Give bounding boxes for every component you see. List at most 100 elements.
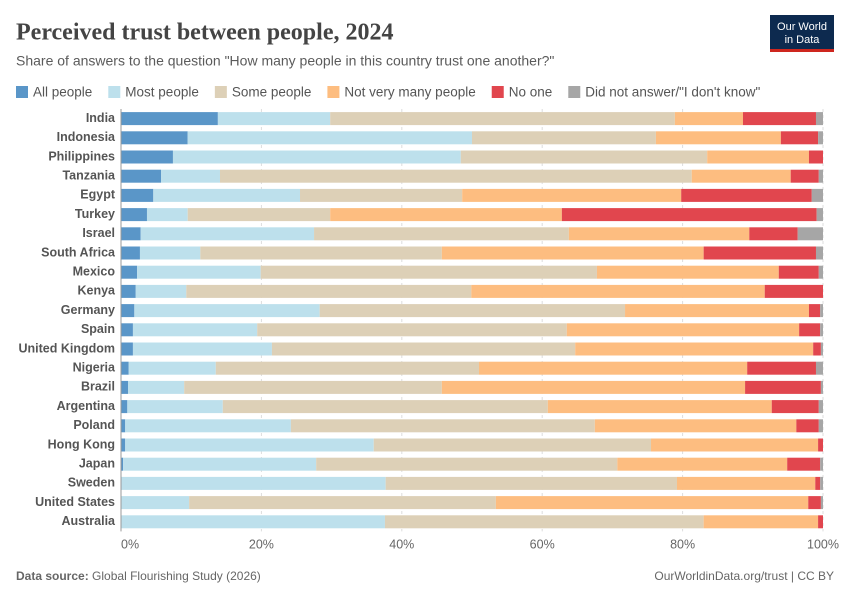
- bar-segment: [314, 227, 569, 241]
- bar-segment: [815, 476, 821, 490]
- y-tick-label: Egypt: [80, 188, 116, 202]
- bar-segment: [471, 284, 765, 298]
- legend-label: Some people: [232, 85, 312, 100]
- bar-segment: [128, 380, 185, 394]
- bar-segment: [222, 400, 548, 414]
- bar-segment: [820, 342, 823, 356]
- bar-segment: [787, 457, 821, 471]
- chart-title: Perceived trust between people, 2024: [16, 20, 393, 46]
- bar-segment: [749, 227, 798, 241]
- source-label: Data source:: [16, 569, 89, 583]
- y-tick-label: Philippines: [48, 149, 115, 163]
- bar-segment: [472, 131, 656, 145]
- bar-segment: [217, 112, 331, 126]
- bar-segment: [184, 380, 442, 394]
- bar-segment: [186, 284, 472, 298]
- bar-segment: [625, 304, 809, 318]
- bar-segment: [808, 496, 821, 510]
- bar-segment: [818, 438, 823, 452]
- bar-segment: [790, 169, 819, 183]
- bar-segment: [813, 342, 821, 356]
- bar-segment: [128, 361, 216, 375]
- bar-segment: [200, 246, 442, 260]
- y-tick-label: Japan: [79, 456, 115, 470]
- logo[interactable]: Our World in Data: [770, 15, 834, 52]
- bar-segment: [676, 476, 816, 490]
- bar-segment: [460, 150, 708, 164]
- bar-segment: [691, 169, 791, 183]
- bar-segment: [121, 361, 129, 375]
- bar-segment: [189, 496, 496, 510]
- x-tick-label: 20%: [249, 538, 274, 552]
- bar-segment: [121, 265, 138, 279]
- bar-segment: [441, 246, 704, 260]
- legend-label: All people: [33, 85, 92, 100]
- bar-segment: [121, 227, 141, 241]
- bar-segment: [215, 361, 480, 375]
- y-tick-label: Argentina: [57, 399, 116, 413]
- bar-segment: [121, 304, 135, 318]
- bar-segment: [778, 265, 819, 279]
- y-tick-label: Kenya: [77, 284, 116, 298]
- bar-segment: [820, 304, 823, 318]
- bar-segment: [330, 112, 675, 126]
- legend-swatch: [108, 86, 121, 98]
- bar-segment: [811, 188, 823, 202]
- bar-segment: [121, 457, 124, 471]
- bar-segment: [134, 304, 320, 318]
- bar-segment: [815, 246, 823, 260]
- bar-segment: [820, 457, 823, 471]
- bar-segment: [703, 515, 819, 529]
- bar-segment: [771, 400, 819, 414]
- bar-segment: [127, 400, 223, 414]
- bar-segment: [561, 208, 817, 222]
- bar-segment: [187, 208, 331, 222]
- bar-segment: [137, 265, 261, 279]
- bar-segment: [330, 208, 562, 222]
- bar-segment: [172, 150, 461, 164]
- y-tick-label: Mexico: [73, 264, 116, 278]
- bar-segment: [808, 150, 823, 164]
- bar-segment: [818, 169, 823, 183]
- bar-segment: [764, 284, 823, 298]
- bar-segment: [818, 131, 823, 145]
- bar-segment: [161, 169, 220, 183]
- bar-segment: [594, 419, 797, 433]
- bar-segment: [462, 188, 682, 202]
- legend-label: Did not answer/"I don't know": [585, 85, 760, 100]
- x-tick-label: 40%: [389, 538, 414, 552]
- chart-subtitle: Share of answers to the question "How ma…: [16, 53, 554, 69]
- y-tick-label: United Kingdom: [18, 341, 115, 355]
- bar-segment: [121, 496, 190, 510]
- bar-segment: [820, 476, 823, 490]
- bar-segment: [596, 265, 779, 279]
- bar-segment: [219, 169, 692, 183]
- bar-segment: [479, 361, 748, 375]
- y-tick-label: Hong Kong: [48, 437, 115, 451]
- logo-box: [770, 15, 834, 51]
- legend-swatch: [568, 86, 581, 98]
- bar-segment: [820, 496, 823, 510]
- bar-segment: [575, 342, 814, 356]
- bar-segment: [796, 419, 819, 433]
- bar-segment: [257, 323, 567, 337]
- bar-segment: [121, 150, 173, 164]
- bar-segment: [319, 304, 626, 318]
- bar-segment: [121, 342, 133, 356]
- bar-segment: [797, 227, 823, 241]
- source-text: Global Flourishing Study (2026): [92, 569, 261, 583]
- credit[interactable]: OurWorldinData.org/trust | CC BY: [654, 569, 834, 583]
- bar-segment: [271, 342, 576, 356]
- bar-segment: [121, 188, 154, 202]
- bar-segment: [651, 438, 819, 452]
- bar-segment: [818, 400, 823, 414]
- bar-segment: [681, 188, 812, 202]
- y-tick-label: Poland: [73, 418, 115, 432]
- bar-segment: [441, 380, 746, 394]
- y-tick-label: Indonesia: [57, 130, 116, 144]
- y-tick-label: Sweden: [68, 476, 115, 490]
- bar-segment: [125, 419, 291, 433]
- bar-segment: [316, 457, 618, 471]
- bar-segment: [820, 380, 823, 394]
